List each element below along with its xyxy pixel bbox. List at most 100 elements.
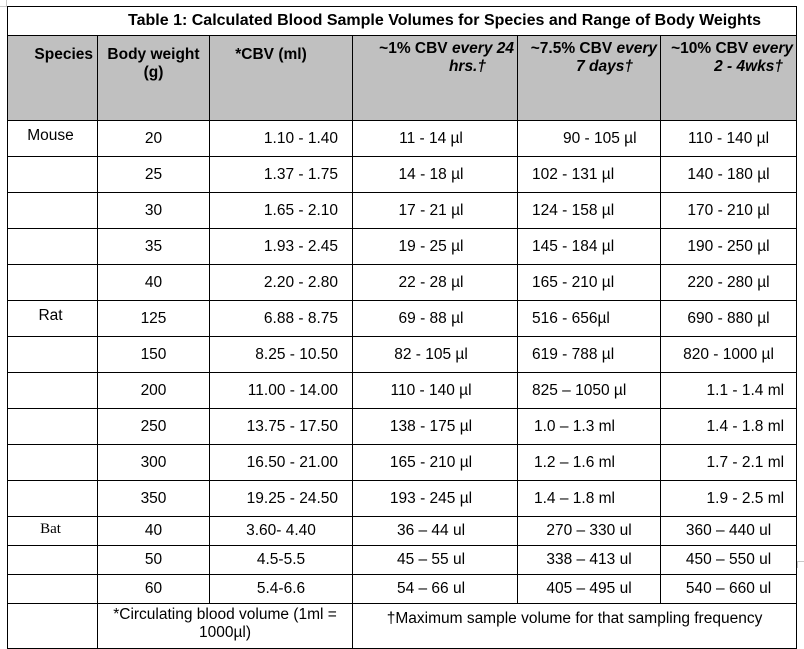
pct10-cell: 220 - 280 µl (659, 264, 798, 301)
pct1-cell: 14 - 18 µl (352, 156, 518, 193)
pct1-cell: 193 - 245 µl (352, 480, 518, 517)
cbv-cell: 3.60- 4.40 (209, 516, 353, 546)
table-row: 350 19.25 - 24.50 193 - 245 µl 1.4 – 1.8… (7, 480, 798, 517)
pct1-cell: 17 - 21 µl (352, 192, 518, 229)
header-body-weight-line1: Body weight (107, 46, 200, 63)
species-cell (7, 545, 98, 575)
weight-cell: 40 (97, 516, 210, 546)
cbv-cell: 4.5-5.5 (209, 545, 353, 575)
pct1-cell: 138 - 175 µl (352, 408, 518, 445)
pct1-cell: 82 - 105 µl (352, 336, 518, 373)
header-text: every (752, 40, 794, 57)
species-cell (7, 264, 98, 301)
pct10-cell: 1.4 - 1.8 ml (659, 408, 798, 445)
weight-cell: 25 (97, 156, 210, 193)
cbv-cell: 5.4-6.6 (209, 574, 353, 604)
cbv-cell: 1.93 - 2.45 (209, 228, 353, 265)
weight-cell: 200 (97, 372, 210, 409)
cbv-cell: 1.10 - 1.40 (209, 120, 353, 157)
header-species: Species (7, 35, 98, 121)
species-cell (7, 574, 98, 604)
table-row: 200 11.00 - 14.00 110 - 140 µl 825 – 105… (7, 372, 798, 409)
pct75-cell: 338 – 413 ul (517, 545, 661, 575)
pct1-cell: 69 - 88 µl (352, 300, 518, 337)
table-row: 250 13.75 - 17.50 138 - 175 µl 1.0 – 1.3… (7, 408, 798, 445)
pct10-cell: 1.7 - 2.1 ml (659, 444, 798, 481)
weight-cell: 50 (97, 545, 210, 575)
pct1-cell: 165 - 210 µl (352, 444, 518, 481)
species-cell: Rat (7, 300, 98, 337)
species-cell: Bat (7, 516, 98, 546)
pct10-cell: 540 – 660 ul (659, 574, 798, 604)
table-row: 25 1.37 - 1.75 14 - 18 µl 102 - 131 µl 1… (7, 156, 798, 193)
weight-cell: 35 (97, 228, 210, 265)
cbv-cell: 1.37 - 1.75 (209, 156, 353, 193)
species-cell (7, 192, 98, 229)
species-cell (7, 372, 98, 409)
header-text: ~1% CBV (379, 40, 452, 57)
header-text: hrs.† (448, 58, 486, 75)
footnote-row: *Circulating blood volume (1ml = 1000µl)… (7, 603, 798, 649)
pct1-cell: 45 – 55 ul (352, 545, 518, 575)
pct75-cell: 825 – 1050 µl (517, 372, 661, 409)
species-cell (7, 336, 98, 373)
cbv-cell: 13.75 - 17.50 (209, 408, 353, 445)
weight-cell: 20 (97, 120, 210, 157)
species-cell: Mouse (7, 120, 98, 157)
header-cbv: *CBV (ml) (209, 35, 353, 121)
pct10-cell: 140 - 180 µl (659, 156, 798, 193)
pct75-cell: 145 - 184 µl (517, 228, 661, 265)
header-text: ~7.5% CBV (530, 40, 617, 57)
weight-cell: 350 (97, 480, 210, 517)
pct1-cell: 54 – 66 ul (352, 574, 518, 604)
header-7-5pct-7days: ~7.5% CBV every 7 days† (517, 35, 661, 121)
table-row: Rat 125 6.88 - 8.75 69 - 88 µl 516 - 656… (7, 300, 798, 337)
weight-cell: 30 (97, 192, 210, 229)
cbv-cell: 8.25 - 10.50 (209, 336, 353, 373)
species-cell (7, 228, 98, 265)
header-text: 2 - 4wks† (714, 58, 784, 75)
header-text: every (616, 40, 657, 57)
species-cell (7, 444, 98, 481)
pct1-cell: 36 – 44 ul (352, 516, 518, 546)
pct75-cell: 124 - 158 µl (517, 192, 661, 229)
table-header-row: Species Body weight (g) *CBV (ml) ~1% CB… (7, 35, 798, 121)
pct1-cell: 11 - 14 µl (352, 120, 518, 157)
header-text: ~10% CBV (671, 40, 753, 57)
weight-cell: 125 (97, 300, 210, 337)
weight-cell: 250 (97, 408, 210, 445)
table-row: 35 1.93 - 2.45 19 - 25 µl 145 - 184 µl 1… (7, 228, 798, 265)
pct75-cell: 619 - 788 µl (517, 336, 661, 373)
pct75-cell: 405 – 495 ul (517, 574, 661, 604)
pct10-cell: 360 – 440 ul (659, 516, 798, 546)
cbv-cell: 16.50 - 21.00 (209, 444, 353, 481)
table-row: Bat 40 3.60- 4.40 36 – 44 ul 270 – 330 u… (7, 516, 798, 546)
table-row: 50 4.5-5.5 45 – 55 ul 338 – 413 ul 450 –… (7, 545, 798, 575)
weight-cell: 40 (97, 264, 210, 301)
table-row: 60 5.4-6.6 54 – 66 ul 405 – 495 ul 540 –… (7, 574, 798, 604)
table-title-row: Table 1: Calculated Blood Sample Volumes… (6, 6, 798, 36)
pct1-cell: 19 - 25 µl (352, 228, 518, 265)
weight-cell: 150 (97, 336, 210, 373)
cbv-cell: 19.25 - 24.50 (209, 480, 353, 517)
table-row: 30 1.65 - 2.10 17 - 21 µl 124 - 158 µl 1… (7, 192, 798, 229)
cbv-cell: 1.65 - 2.10 (209, 192, 353, 229)
page-corner-mark (0, 0, 7, 7)
pct10-cell: 190 - 250 µl (659, 228, 798, 265)
pct10-cell: 820 - 1000 µl (659, 336, 798, 373)
table-title: Table 1: Calculated Blood Sample Volumes… (6, 6, 798, 36)
header-body-weight-unit: (g) (143, 64, 164, 81)
table-row: 300 16.50 - 21.00 165 - 210 µl 1.2 – 1.6… (7, 444, 798, 481)
pct10-cell: 690 - 880 µl (659, 300, 798, 337)
pct10-cell: 450 – 550 ul (659, 545, 798, 575)
pct75-cell: 1.0 – 1.3 ml (517, 408, 661, 445)
pct75-cell: 1.2 – 1.6 ml (517, 444, 661, 481)
table-row: 150 8.25 - 10.50 82 - 105 µl 619 - 788 µ… (7, 336, 798, 373)
header-text: every 24 (451, 40, 514, 57)
table-row: 40 2.20 - 2.80 22 - 28 µl 165 - 210 µl 2… (7, 264, 798, 301)
species-cell (7, 480, 98, 517)
pct75-cell: 1.4 – 1.8 ml (517, 480, 661, 517)
pct75-cell: 270 – 330 ul (517, 516, 661, 546)
pct1-cell: 22 - 28 µl (352, 264, 518, 301)
pct1-cell: 110 - 140 µl (352, 372, 518, 409)
